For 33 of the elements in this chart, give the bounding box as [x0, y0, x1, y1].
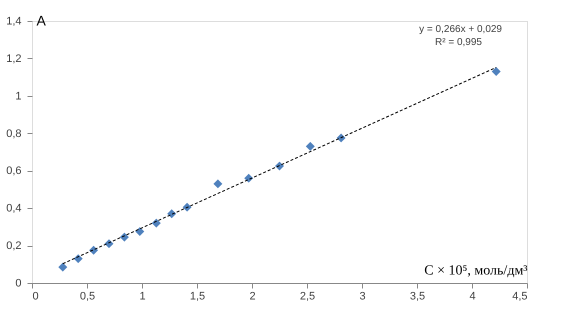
- y-axis-title: A: [36, 12, 46, 28]
- x-tick-label: 1: [139, 290, 146, 302]
- y-tick-label: 0,4: [6, 202, 22, 215]
- point: [336, 133, 346, 142]
- x-tick-label: 1,5: [190, 290, 206, 302]
- x-tick-label: 4,5: [512, 290, 528, 302]
- point: [213, 179, 222, 188]
- point: [182, 202, 192, 212]
- y-tick-label: 0,8: [6, 128, 22, 140]
- point: [306, 142, 315, 151]
- x-tick-label: 4: [469, 290, 476, 302]
- point: [74, 254, 83, 264]
- x-tick-label: 2,5: [300, 290, 316, 302]
- point: [492, 67, 501, 76]
- x-tick-label: 0: [32, 290, 39, 302]
- x-axis-title: C × 10⁵, моль/дм³: [424, 264, 528, 278]
- x-tick-label: 3,5: [410, 290, 426, 302]
- y-tick-label: 1,2: [6, 52, 22, 65]
- point: [135, 227, 144, 236]
- y-tick-label: 0,2: [6, 240, 22, 252]
- point: [58, 262, 68, 272]
- y-tick-label: 0: [15, 278, 22, 290]
- y-tick-label: 1: [15, 90, 22, 102]
- point: [275, 162, 284, 171]
- point: [152, 218, 161, 228]
- y-tick-label: 1,4: [6, 16, 22, 28]
- point: [120, 232, 129, 242]
- x-tick-label: 0,5: [80, 290, 96, 302]
- x-tick-label: 2: [249, 290, 256, 302]
- annotation: y = 0,266x + 0,029: [419, 24, 502, 35]
- x-tick-label: 3: [359, 290, 366, 302]
- annotation: R² = 0,995: [435, 37, 482, 48]
- y-tick-label: 0,6: [6, 165, 22, 178]
